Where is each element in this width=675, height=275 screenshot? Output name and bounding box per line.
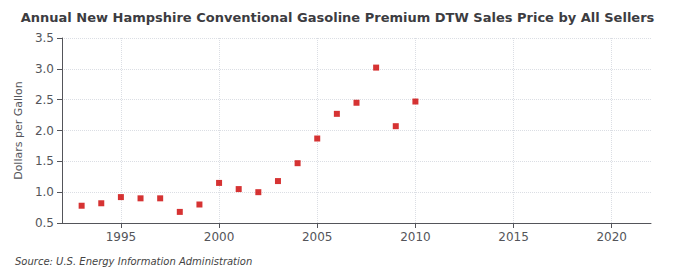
svg-text:1.5: 1.5 [35,154,54,168]
svg-text:0.5: 0.5 [35,216,54,230]
svg-text:3.0: 3.0 [35,62,54,76]
svg-text:2000: 2000 [204,230,235,244]
svg-text:1.0: 1.0 [35,185,54,199]
svg-text:2015: 2015 [498,230,529,244]
svg-text:2.0: 2.0 [35,124,54,138]
svg-text:2010: 2010 [400,230,431,244]
svg-text:Source: U.S. Energy Informatio: Source: U.S. Energy Information Administ… [15,256,252,267]
svg-text:Dollars per Gallon: Dollars per Gallon [12,81,25,180]
svg-text:1995: 1995 [106,230,137,244]
svg-text:3.5: 3.5 [35,31,54,45]
svg-text:2005: 2005 [302,230,333,244]
svg-text:Annual New Hampshire Conventio: Annual New Hampshire Conventional Gasoli… [21,10,655,25]
svg-text:2.5: 2.5 [35,93,54,107]
svg-text:2020: 2020 [596,230,627,244]
